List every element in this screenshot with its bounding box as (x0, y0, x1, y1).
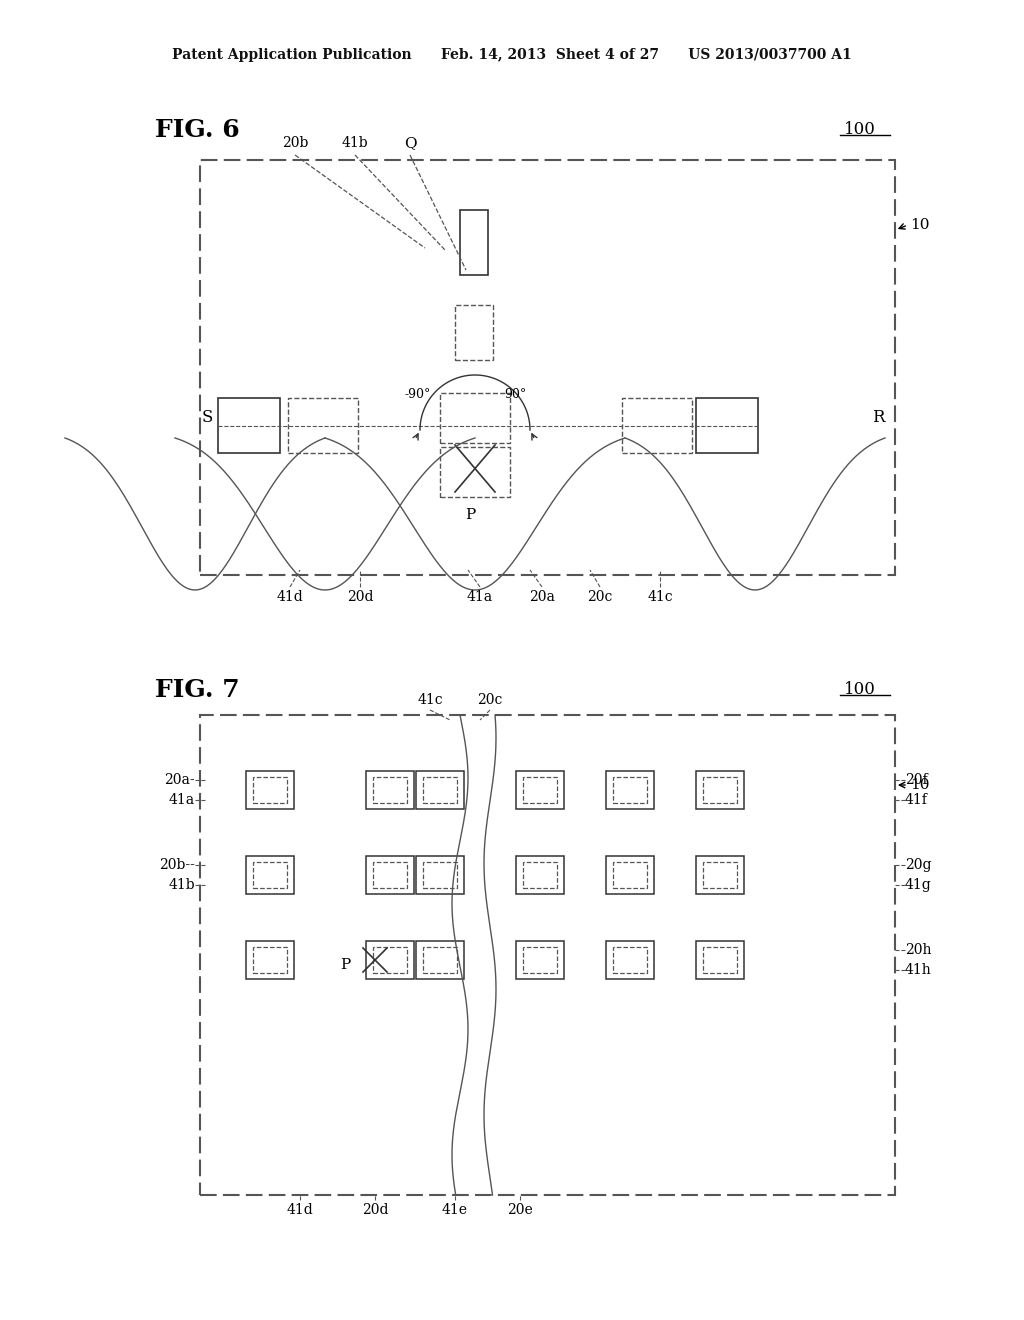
Bar (366, 855, 414, 894)
Text: 10: 10 (910, 218, 930, 232)
Text: 41g: 41g (905, 878, 932, 892)
Text: 20h: 20h (905, 942, 932, 957)
Text: 41d: 41d (276, 590, 303, 605)
Text: P: P (465, 508, 475, 521)
Bar (246, 941, 294, 979)
Bar (246, 771, 294, 809)
Bar (460, 210, 488, 275)
Bar (373, 946, 407, 973)
Text: R: R (871, 409, 885, 426)
Bar (703, 777, 737, 803)
Text: 10: 10 (910, 777, 930, 792)
Bar (200, 160, 895, 576)
Bar (373, 862, 407, 888)
Bar (696, 941, 744, 979)
Text: 41c: 41c (647, 590, 673, 605)
Text: S: S (202, 409, 213, 426)
Bar (366, 771, 414, 809)
Text: 20a-: 20a- (165, 774, 195, 787)
Bar (288, 399, 358, 453)
Text: 41b: 41b (168, 878, 195, 892)
Text: 20g: 20g (905, 858, 932, 873)
Text: FIG. 7: FIG. 7 (155, 678, 240, 702)
Text: 41e: 41e (442, 1203, 468, 1217)
Bar (613, 862, 647, 888)
Bar (696, 855, 744, 894)
Bar (218, 399, 280, 453)
Bar (416, 941, 464, 979)
Text: 41f: 41f (905, 793, 928, 807)
Text: -90°: -90° (404, 388, 431, 401)
Bar (200, 715, 895, 1195)
Bar (703, 862, 737, 888)
Bar (613, 777, 647, 803)
Bar (455, 305, 493, 360)
Bar (253, 777, 287, 803)
Text: FIG. 6: FIG. 6 (155, 117, 240, 143)
Text: 90°: 90° (504, 388, 526, 401)
Bar (423, 862, 457, 888)
Bar (516, 855, 564, 894)
Text: Q: Q (403, 136, 417, 150)
Bar (416, 855, 464, 894)
Text: 41h: 41h (905, 964, 932, 977)
Bar (423, 946, 457, 973)
Text: 20c: 20c (588, 590, 612, 605)
Text: 41a: 41a (169, 793, 195, 807)
Text: 20f: 20f (905, 774, 928, 787)
Text: 20c: 20c (477, 693, 503, 708)
Bar (622, 399, 692, 453)
Bar (423, 777, 457, 803)
Bar (440, 447, 510, 498)
Text: 41b: 41b (342, 136, 369, 150)
Bar (253, 946, 287, 973)
Text: 20a: 20a (529, 590, 555, 605)
Bar (416, 771, 464, 809)
Bar (516, 941, 564, 979)
Bar (606, 941, 654, 979)
Text: 20d: 20d (347, 590, 374, 605)
Bar (246, 855, 294, 894)
Bar (696, 399, 758, 453)
Text: 41d: 41d (287, 1203, 313, 1217)
Bar (703, 946, 737, 973)
Bar (613, 946, 647, 973)
Text: Patent Application Publication      Feb. 14, 2013  Sheet 4 of 27      US 2013/00: Patent Application Publication Feb. 14, … (172, 48, 852, 62)
Bar (440, 393, 510, 444)
Bar (516, 771, 564, 809)
Text: P: P (340, 958, 350, 972)
Text: 100: 100 (844, 121, 876, 139)
Bar (253, 862, 287, 888)
Bar (523, 862, 557, 888)
Text: 20e: 20e (507, 1203, 532, 1217)
Text: 20b--: 20b-- (159, 858, 195, 873)
Bar (523, 777, 557, 803)
Bar (366, 941, 414, 979)
Bar (606, 771, 654, 809)
Text: 20d: 20d (361, 1203, 388, 1217)
Text: 41a: 41a (467, 590, 494, 605)
Text: 100: 100 (844, 681, 876, 698)
Bar (696, 771, 744, 809)
Bar (373, 777, 407, 803)
Bar (606, 855, 654, 894)
Bar (523, 946, 557, 973)
Text: 41c: 41c (417, 693, 442, 708)
Text: 20b: 20b (282, 136, 308, 150)
